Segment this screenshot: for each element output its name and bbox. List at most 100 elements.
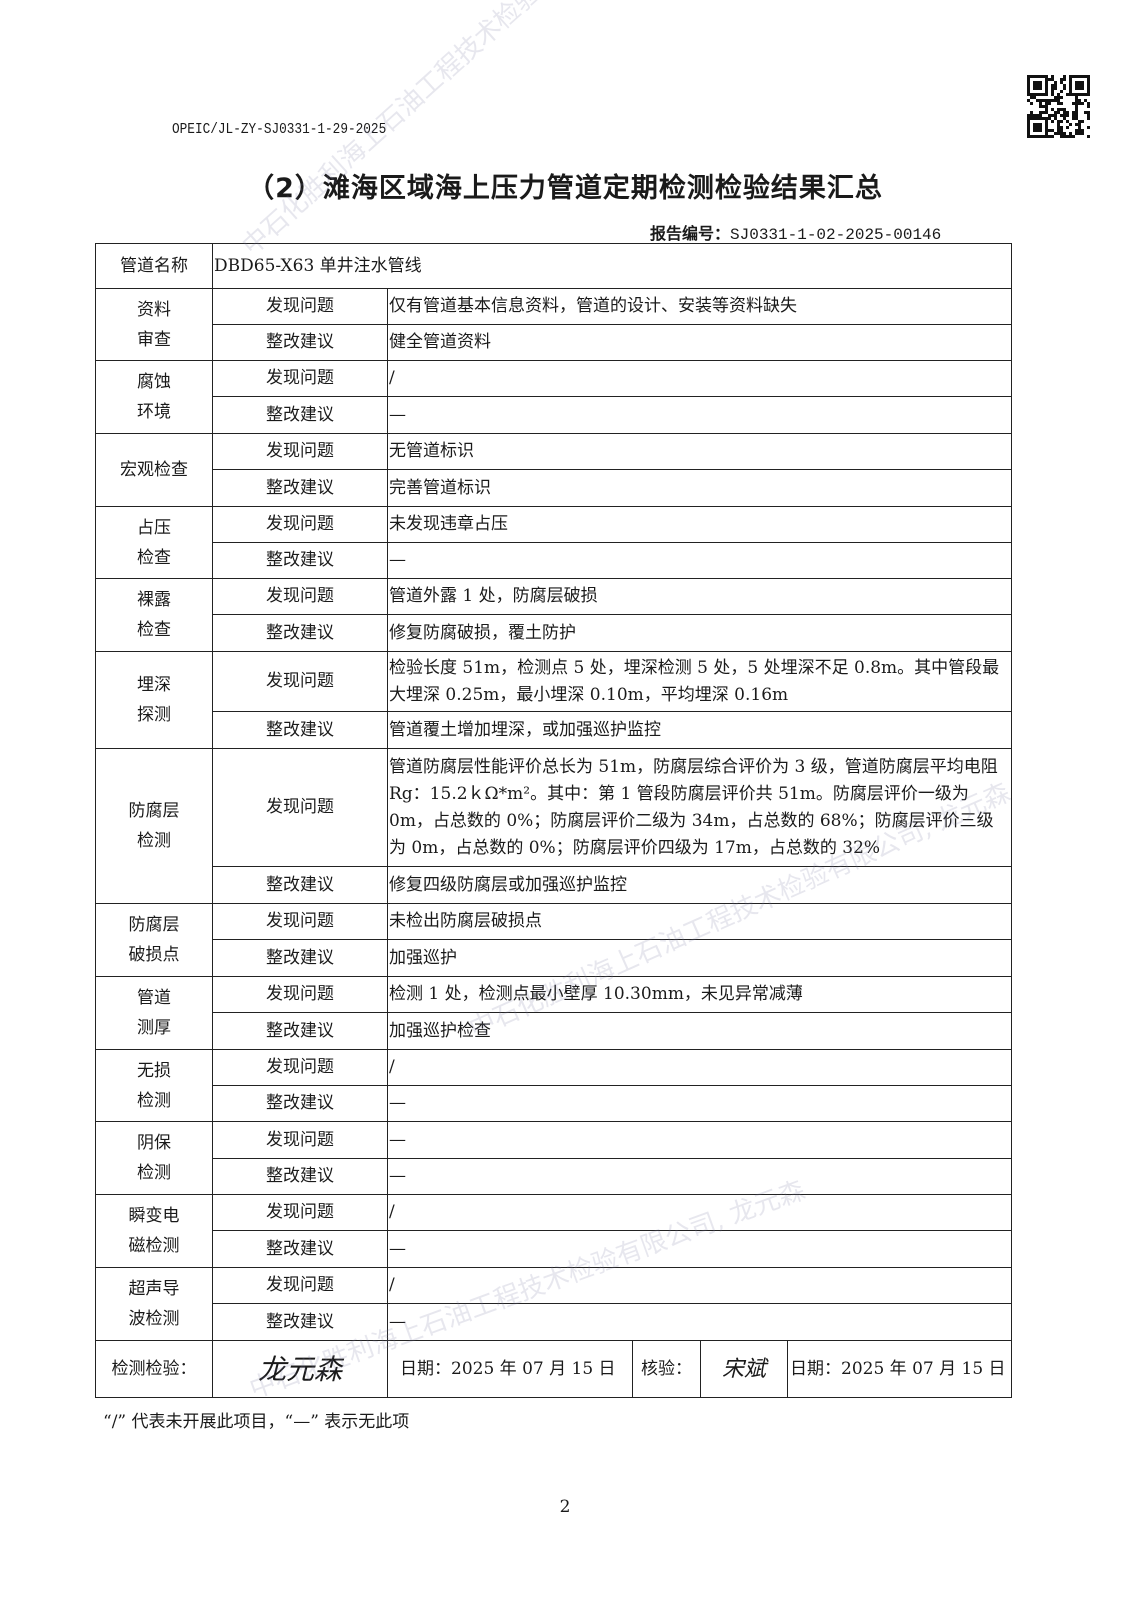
advice-value: 完善管道标识 <box>386 469 1013 507</box>
problem-value: / <box>386 360 1013 397</box>
problem-label: 发现问题 <box>212 506 388 543</box>
report-number: 报告编号：SJ0331-1-02-2025-00146 <box>650 220 941 244</box>
problem-value: 检验长度 51m，检测点 5 处，埋深检测 5 处，5 处埋深不足 0.8m。其… <box>386 651 1013 712</box>
advice-value: 管道覆土增加埋深，或加强巡护监控 <box>386 711 1013 749</box>
problem-value: 仅有管道基本信息资料，管道的设计、安装等资料缺失 <box>386 288 1013 325</box>
problem-value: / <box>386 1194 1013 1231</box>
section-row: 整改建议 修复四级防腐层或加强巡护监控 <box>96 866 1013 904</box>
section-row: 整改建议 完善管道标识 <box>96 469 1013 507</box>
inspector-signature: 龙元森 <box>212 1340 388 1398</box>
section-category: 管道 测厚 <box>95 976 213 1050</box>
section-row: 资料 审查 发现问题 仅有管道基本信息资料，管道的设计、安装等资料缺失 <box>95 288 1013 361</box>
advice-label: 整改建议 <box>212 542 388 579</box>
section-row: 管道 测厚 发现问题 检测 1 处，检测点最小壁厚 10.30mm，未见异常减薄 <box>95 976 1013 1050</box>
problem-value: 管道外露 1 处，防腐层破损 <box>386 578 1013 615</box>
advice-value: — <box>386 1303 1013 1341</box>
advice-label: 整改建议 <box>212 614 388 652</box>
signoff-row: 检测检验： 龙元森 日期：2025 年 07 月 15 日 核验： 宋斌 日期：… <box>95 1340 1012 1398</box>
section-row: 整改建议 加强巡护 <box>96 939 1013 977</box>
section-category: 占压 检查 <box>95 506 213 579</box>
section-row: 整改建议 — <box>96 542 1013 579</box>
advice-label: 整改建议 <box>212 396 388 434</box>
problem-value: / <box>386 1049 1013 1086</box>
section-category: 埋深 探测 <box>95 651 213 749</box>
section-row: 整改建议 健全管道资料 <box>96 324 1013 361</box>
pipeline-name-value: DBD65-X63 单井注水管线 <box>211 243 1013 289</box>
problem-label: 发现问题 <box>212 651 388 712</box>
section-row: 整改建议 — <box>96 1230 1013 1268</box>
problem-label: 发现问题 <box>212 1194 388 1231</box>
problem-label: 发现问题 <box>212 748 388 867</box>
problem-label: 发现问题 <box>212 1121 388 1159</box>
advice-label: 整改建议 <box>212 1085 388 1122</box>
document-code: OPEIC/JL-ZY-SJ0331-1-29-2025 <box>172 121 387 138</box>
section-row: 超声导 波检测 发现问题 / <box>95 1267 1013 1341</box>
page-number: 2 <box>559 1497 571 1517</box>
section-row: 埋深 探测 发现问题 检验长度 51m，检测点 5 处，埋深检测 5 处，5 处埋深… <box>95 651 1013 749</box>
advice-label: 整改建议 <box>212 939 388 977</box>
review-date: 日期：2025 年 07 月 15 日 <box>787 1340 1012 1398</box>
section-category: 宏观检查 <box>95 433 213 507</box>
inspect-label: 检测检验： <box>95 1340 213 1398</box>
pipeline-name-row: 管道名称 DBD65-X63 单井注水管线 <box>95 243 1013 289</box>
section-category: 超声导 波检测 <box>95 1267 213 1341</box>
section-row: 裸露 检查 发现问题 管道外露 1 处，防腐层破损 <box>95 578 1013 652</box>
advice-value: — <box>386 1230 1013 1268</box>
section-row: 整改建议 — <box>96 396 1013 434</box>
section-row: 宏观检查 发现问题 无管道标识 <box>95 433 1013 507</box>
section-row: 整改建议 — <box>96 1158 1013 1195</box>
section-row: 防腐层 检测 发现问题 管道防腐层性能评价总长为 51m，防腐层综合评价为 3 级，… <box>95 748 1013 904</box>
problem-label: 发现问题 <box>212 903 388 940</box>
pipeline-name-label: 管道名称 <box>95 243 213 289</box>
advice-label: 整改建议 <box>212 1158 388 1195</box>
problem-value: 未检出防腐层破损点 <box>386 903 1013 940</box>
section-category: 瞬变电 磁检测 <box>95 1194 213 1268</box>
advice-label: 整改建议 <box>212 1303 388 1341</box>
section-row: 整改建议 — <box>96 1303 1013 1341</box>
advice-value: 健全管道资料 <box>386 324 1013 361</box>
problem-label: 发现问题 <box>212 288 388 325</box>
section-category: 防腐层 破损点 <box>95 903 213 977</box>
problem-value: 管道防腐层性能评价总长为 51m，防腐层综合评价为 3 级，管道防腐层平均电阻 … <box>386 748 1013 867</box>
advice-value: 修复防腐破损，覆土防护 <box>386 614 1013 652</box>
problem-value: 无管道标识 <box>386 433 1013 470</box>
inspect-date: 日期：2025 年 07 月 15 日 <box>387 1340 633 1398</box>
problem-value: 未发现违章占压 <box>386 506 1013 543</box>
section-row: 整改建议 管道覆土增加埋深，或加强巡护监控 <box>96 711 1013 749</box>
section-row: 整改建议 加强巡护检查 <box>96 1012 1013 1050</box>
report-number-value: SJ0331-1-02-2025-00146 <box>730 226 942 244</box>
section-row: 瞬变电 磁检测 发现问题 / <box>95 1194 1013 1268</box>
advice-label: 整改建议 <box>212 1012 388 1050</box>
advice-value: — <box>386 396 1013 434</box>
problem-label: 发现问题 <box>212 976 388 1013</box>
problem-value: 检测 1 处，检测点最小壁厚 10.30mm，未见异常减薄 <box>386 976 1013 1013</box>
advice-label: 整改建议 <box>212 866 388 904</box>
advice-value: — <box>386 1158 1013 1195</box>
problem-value: — <box>386 1121 1013 1159</box>
advice-value: — <box>386 542 1013 579</box>
section-row: 占压 检查 发现问题 未发现违章占压 <box>95 506 1013 579</box>
problem-value: / <box>386 1267 1013 1304</box>
advice-label: 整改建议 <box>212 469 388 507</box>
section-row: 整改建议 — <box>96 1085 1013 1122</box>
section-category: 腐蚀 环境 <box>95 360 213 434</box>
qr-code <box>1027 75 1090 138</box>
section-category: 防腐层 检测 <box>95 748 213 904</box>
results-table: 管道名称 DBD65-X63 单井注水管线 资料 审查 发现问题 仅有管道基本信息资… <box>95 243 1013 1341</box>
report-number-label: 报告编号： <box>650 224 731 243</box>
advice-value: — <box>386 1085 1013 1122</box>
section-row: 阴保 检测 发现问题 — <box>95 1121 1013 1195</box>
advice-label: 整改建议 <box>212 711 388 749</box>
problem-label: 发现问题 <box>212 1267 388 1304</box>
advice-value: 加强巡护 <box>386 939 1013 977</box>
advice-label: 整改建议 <box>212 1230 388 1268</box>
problem-label: 发现问题 <box>212 360 388 397</box>
section-category: 资料 审查 <box>95 288 213 361</box>
advice-label: 整改建议 <box>212 324 388 361</box>
legend-note: “/” 代表未开展此项目，“—” 表示无此项 <box>103 1412 410 1432</box>
section-row: 防腐层 破损点 发现问题 未检出防腐层破损点 <box>95 903 1013 977</box>
advice-value: 加强巡护检查 <box>386 1012 1013 1050</box>
advice-value: 修复四级防腐层或加强巡护监控 <box>386 866 1013 904</box>
page-title: （2）滩海区域海上压力管道定期检测检验结果汇总 <box>247 173 883 204</box>
section-category: 无损 检测 <box>95 1049 213 1122</box>
